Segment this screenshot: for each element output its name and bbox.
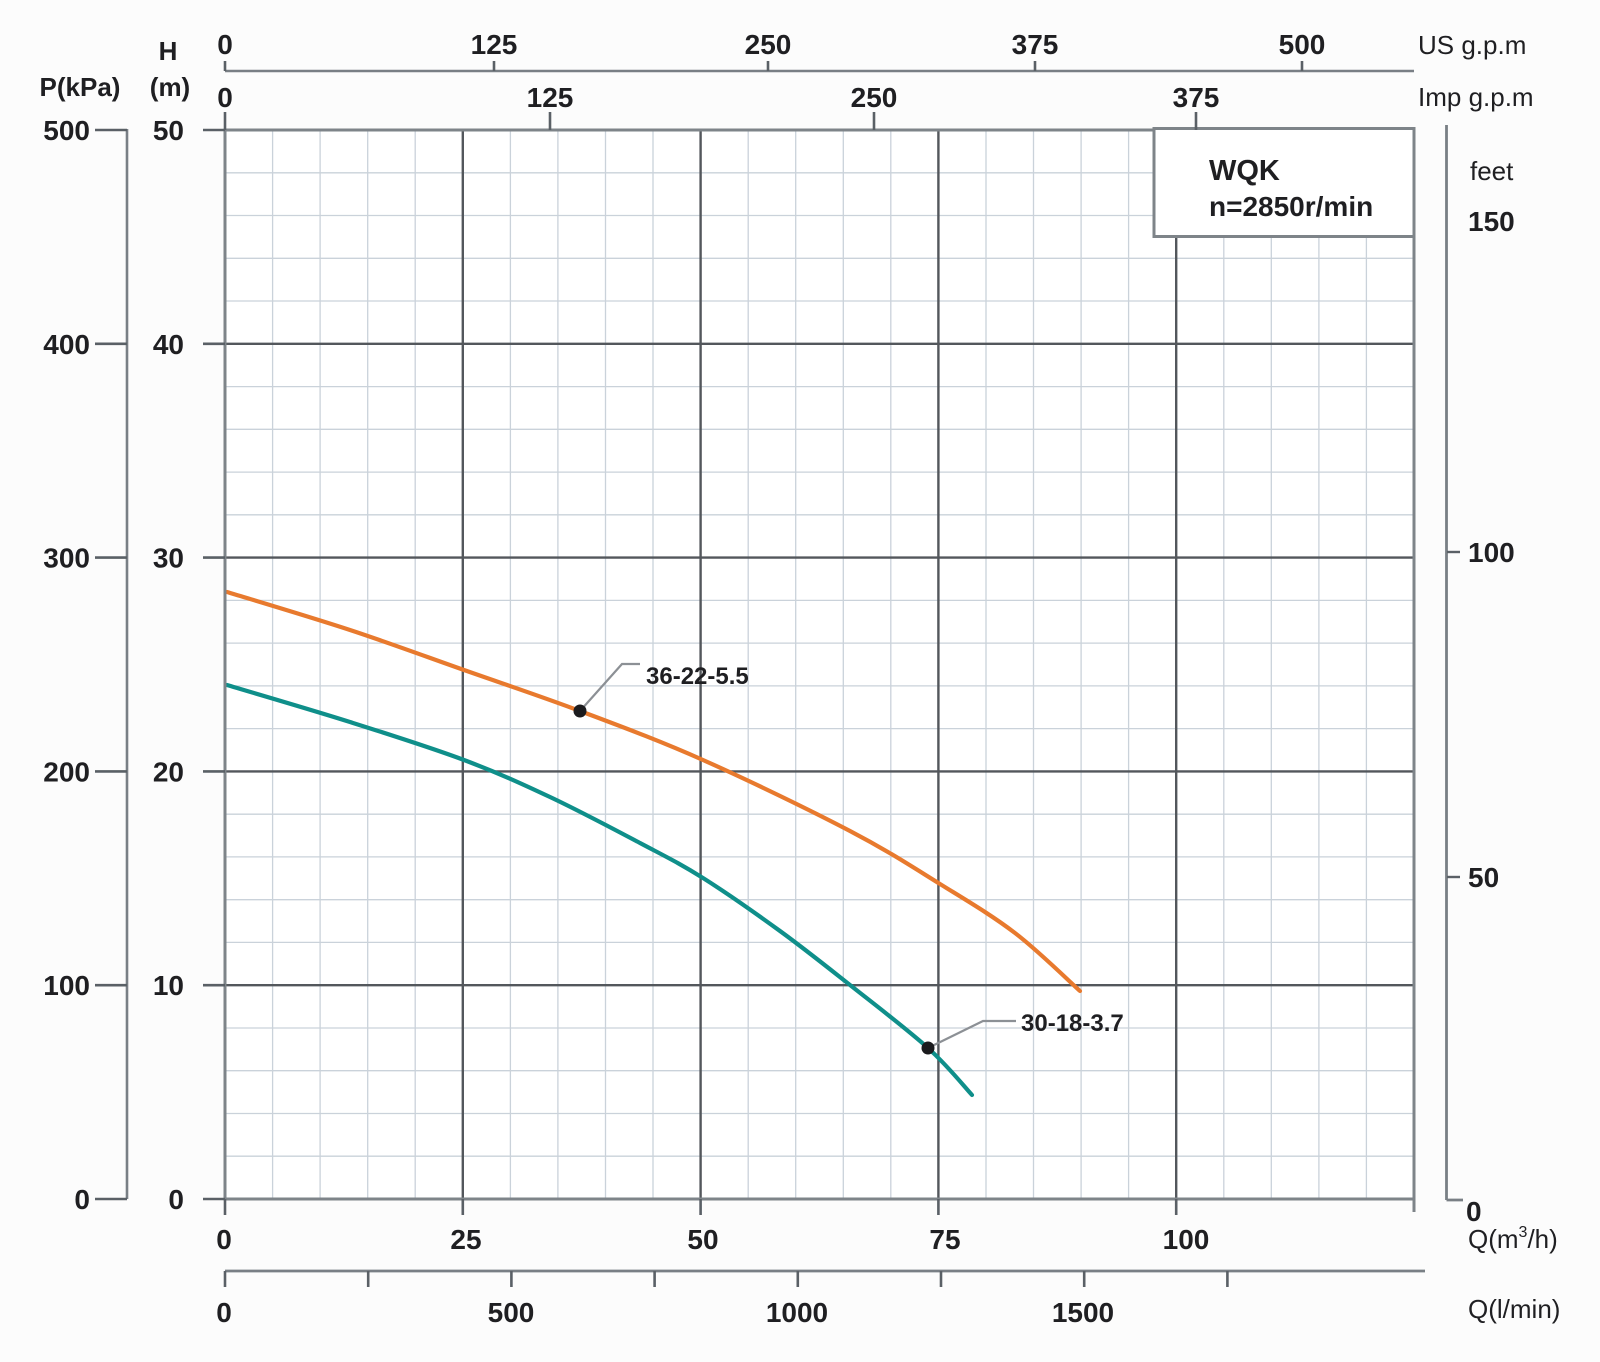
svg-text:1500: 1500 [1052,1297,1114,1328]
svg-text:125: 125 [471,29,518,60]
svg-text:0: 0 [168,1184,184,1215]
svg-text:(m): (m) [150,72,190,102]
svg-text:feet: feet [1470,156,1514,186]
svg-text:50: 50 [153,115,184,146]
svg-text:50: 50 [687,1224,718,1255]
svg-text:40: 40 [153,329,184,360]
svg-text:100: 100 [43,970,90,1001]
svg-text:30-18-3.7: 30-18-3.7 [1021,1010,1124,1037]
svg-text:Q(m3/h): Q(m3/h) [1468,1224,1558,1254]
svg-text:30: 30 [153,543,184,574]
svg-text:100: 100 [1468,537,1515,568]
svg-text:250: 250 [745,29,792,60]
svg-text:WQK: WQK [1209,155,1280,187]
svg-text:20: 20 [153,756,184,787]
svg-text:150: 150 [1468,206,1515,237]
svg-text:125: 125 [527,82,574,113]
svg-text:Imp g.p.m: Imp g.p.m [1418,82,1534,112]
svg-text:200: 200 [43,756,90,787]
svg-text:300: 300 [43,543,90,574]
svg-text:0: 0 [216,1224,232,1255]
svg-text:500: 500 [1279,29,1326,60]
svg-text:375: 375 [1012,29,1059,60]
svg-text:50: 50 [1468,862,1499,893]
svg-text:0: 0 [216,1297,232,1328]
svg-text:1000: 1000 [766,1297,828,1328]
svg-text:H: H [159,36,178,66]
svg-text:100: 100 [1163,1224,1210,1255]
svg-text:0: 0 [217,29,233,60]
svg-text:36-22-5.5: 36-22-5.5 [646,663,749,690]
svg-text:P(kPa): P(kPa) [40,72,121,102]
svg-text:Q(l/min): Q(l/min) [1468,1294,1560,1324]
svg-text:n=2850r/min: n=2850r/min [1209,191,1373,222]
svg-text:400: 400 [43,329,90,360]
svg-text:500: 500 [43,115,90,146]
svg-text:25: 25 [450,1224,481,1255]
svg-text:US g.p.m: US g.p.m [1418,30,1526,60]
svg-text:0: 0 [217,82,233,113]
svg-text:375: 375 [1173,82,1220,113]
svg-text:10: 10 [153,970,184,1001]
svg-text:0: 0 [1466,1196,1482,1227]
svg-text:250: 250 [851,82,898,113]
svg-text:0: 0 [74,1184,90,1215]
svg-text:500: 500 [488,1297,535,1328]
svg-text:75: 75 [929,1224,960,1255]
